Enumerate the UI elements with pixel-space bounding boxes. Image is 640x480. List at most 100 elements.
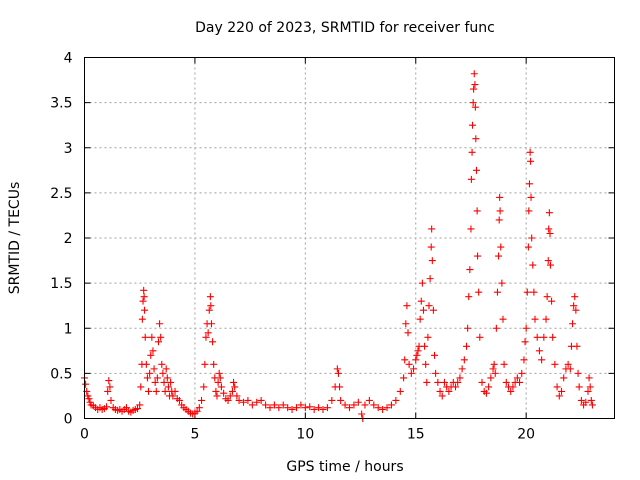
y-tick-label: 3.5 [50,96,72,112]
x-tick-label: 0 [80,427,89,443]
data-point [85,395,93,403]
data-point [103,403,111,411]
data-point [524,243,532,251]
data-point [231,383,239,391]
data-point [193,407,201,415]
data-point [566,365,574,373]
data-point [471,81,479,89]
x-tick-label: 5 [190,427,199,443]
data-point [153,374,161,382]
data-point [403,302,411,310]
data-point [207,302,215,310]
data-point [148,333,156,341]
data-point [489,365,497,373]
data-point [212,387,220,395]
data-point [171,387,179,395]
data-point [288,405,296,413]
data-point [216,374,224,382]
data-point [152,387,160,395]
data-point [545,209,553,217]
data-point [404,329,412,337]
data-point [392,396,400,404]
data-point [569,320,577,328]
data-point [564,360,572,368]
data-point [346,404,353,412]
data-point [527,157,535,165]
data-point [138,315,146,323]
data-point [523,288,531,296]
data-point [553,383,561,391]
data-point [214,378,222,386]
data-point [487,374,495,382]
data-point [468,148,476,156]
data-point [475,288,483,296]
data-point [525,180,533,188]
data-point [496,193,504,201]
data-point [204,329,212,337]
data-point [365,396,373,404]
data-point [169,392,177,400]
data-point [416,315,424,323]
data-point [145,387,153,395]
data-point [474,252,482,260]
data-point [586,383,594,391]
data-point [520,356,528,364]
y-tick-label: 2.5 [50,186,72,202]
data-point [535,347,543,355]
data-point [387,401,395,409]
data-point [147,351,155,359]
data-point [540,333,548,341]
data-point [472,135,480,143]
data-point [573,342,581,350]
data-point [310,405,318,413]
data-point [412,356,420,364]
data-point [471,103,479,111]
data-point [141,306,149,314]
data-point [401,356,409,364]
data-point [585,374,593,382]
data-point [328,396,336,404]
data-point [163,374,171,382]
data-point [151,378,159,386]
data-point [157,333,165,341]
data-point [402,320,410,328]
data-point [530,288,538,296]
data-point [149,347,157,355]
data-point [202,333,210,341]
data-point [82,380,90,388]
data-point [445,387,453,395]
data-point [275,404,283,412]
data-point [215,369,223,377]
data-point [334,369,342,377]
data-point [543,293,551,301]
data-point [587,396,595,404]
data-point [262,401,270,409]
data-point [526,148,534,156]
data-point [140,286,148,294]
data-point [425,302,433,310]
chart-title: Day 220 of 2023, SRMTID for receiver fun… [195,20,495,36]
data-point [438,392,446,400]
data-point [529,261,537,269]
y-tick-label: 3 [64,141,73,157]
data-point [358,410,366,418]
data-point [137,383,145,391]
data-point [142,360,150,368]
data-point [521,338,529,346]
data-point [413,351,421,359]
data-point [424,333,432,341]
data-point [572,306,580,314]
y-tick-label: 1 [64,321,73,337]
data-point [301,404,309,412]
data-point [220,389,228,397]
data-point [426,275,434,283]
data-point [500,360,508,368]
data-point [418,279,426,287]
x-tick-label: 20 [517,427,535,443]
data-point [558,387,565,395]
data-point [228,387,236,395]
data-point [470,70,478,78]
x-tick-label: 15 [407,427,425,443]
data-point [531,315,539,323]
data-point [370,401,378,409]
